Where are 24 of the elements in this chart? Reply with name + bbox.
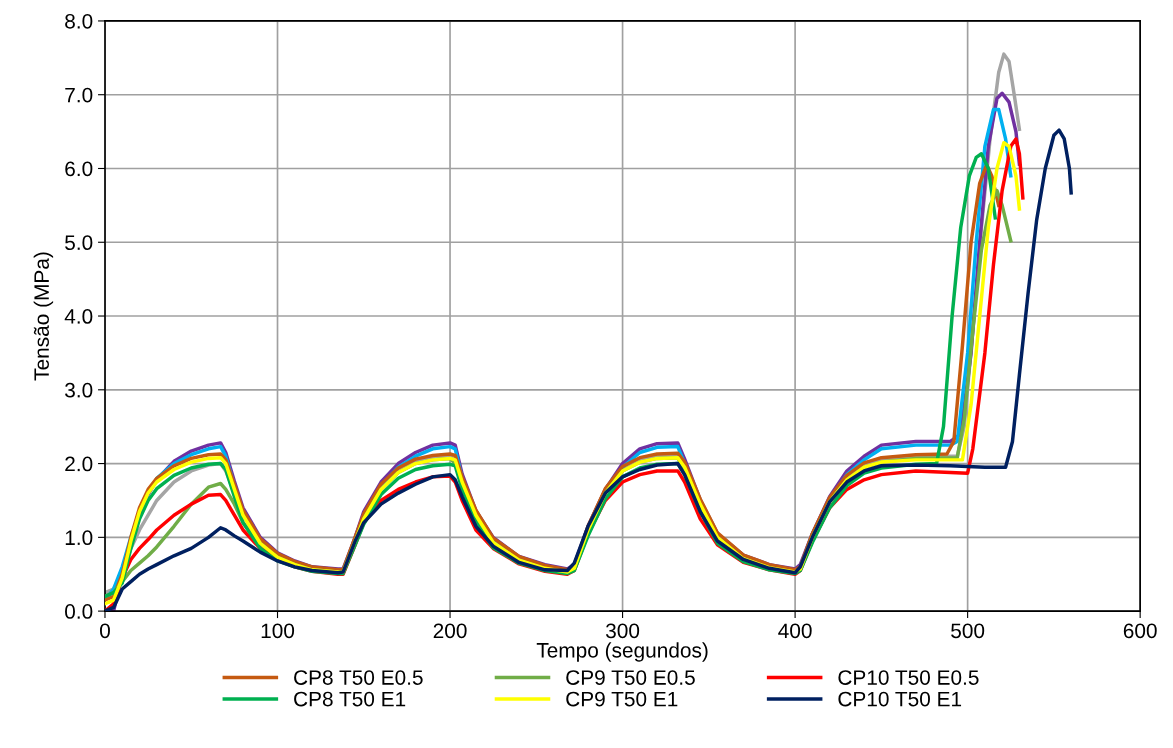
x-tick-label: 300 xyxy=(605,623,640,639)
legend-label: CP8 T50 E0.5 xyxy=(294,670,423,685)
y-tick-label: 6.0 xyxy=(65,161,93,177)
legend-label: CP8 T50 E1 xyxy=(294,691,406,707)
y-tick-label: 2.0 xyxy=(65,456,93,472)
x-tick-label: 400 xyxy=(778,623,812,639)
y-tick-label: 1.0 xyxy=(65,530,93,546)
y-tick-label: 7.0 xyxy=(65,87,93,103)
y-tick-label: 5.0 xyxy=(65,235,93,251)
legend-label: CP10 T50 E1 xyxy=(838,691,962,707)
x-tick-label: 0 xyxy=(100,623,110,639)
x-tick-label: 200 xyxy=(433,623,467,639)
legend-label: CP9 T50 E1 xyxy=(566,691,678,707)
y-tick-label: 3.0 xyxy=(65,382,93,398)
y-axis-title: Tensão (MPa) xyxy=(33,252,54,381)
y-tick-label: 0.0 xyxy=(65,604,93,619)
x-tick-label: 100 xyxy=(261,623,295,639)
y-tick-label: 4.0 xyxy=(64,309,93,324)
x-tick-label: 500 xyxy=(951,623,985,639)
legend-label: CP9 T50 E0.5 xyxy=(566,670,695,685)
x-tick-label: 600 xyxy=(1123,623,1157,639)
legend-label: CP10 T50 E0.5 xyxy=(838,670,979,685)
x-axis-title: Tempo (segundos) xyxy=(536,642,708,662)
y-tick-label: 8.0 xyxy=(65,13,93,29)
